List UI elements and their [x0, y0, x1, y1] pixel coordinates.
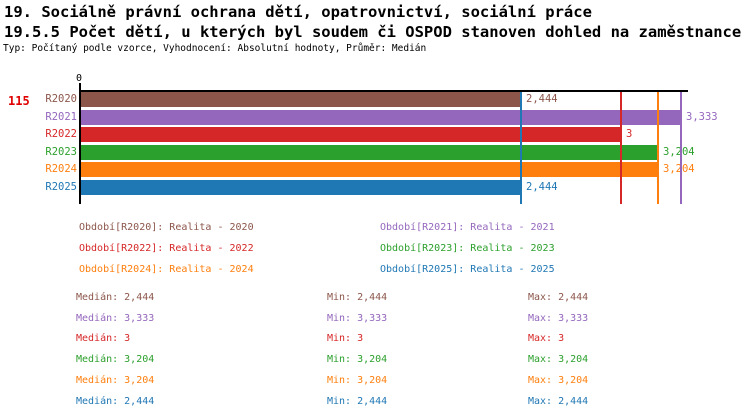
- category-label-R2025: R2025: [45, 181, 77, 193]
- legend-item: Období[R2023]: Realita - 2023: [380, 243, 555, 254]
- page-title-line2: 19.5.5 Počet dětí, u kterých byl soudem …: [4, 23, 742, 41]
- x-axis-zero-tick-label: 0: [76, 73, 83, 84]
- legend-item: Období[R2022]: Realita - 2022: [79, 243, 254, 254]
- max-stat-cell: Max: 2,444: [528, 396, 589, 407]
- y-axis-line: [79, 83, 81, 204]
- min-stat-cell: Min: 3,333: [327, 313, 388, 324]
- category-label-R2024: R2024: [45, 163, 77, 175]
- bar-R2025: [81, 180, 521, 195]
- bar-R2022: [81, 127, 621, 142]
- category-label-R2023: R2023: [45, 146, 77, 158]
- min-stat-cell: Min: 2,444: [327, 292, 388, 303]
- median-stat-cell: Medián: 3: [76, 333, 131, 344]
- category-label-R2022: R2022: [45, 128, 77, 140]
- min-stat-cell: Min: 3,204: [327, 354, 388, 365]
- legend-item: Období[R2025]: Realita - 2025: [380, 264, 555, 275]
- legend-item: Období[R2024]: Realita - 2024: [79, 264, 254, 275]
- value-label-R2021: 3,333: [686, 111, 718, 123]
- max-stat-cell: Max: 3,204: [528, 354, 589, 365]
- median-line-R2024: [657, 92, 659, 204]
- max-stat-cell: Max: 3,333: [528, 313, 589, 324]
- min-stat-cell: Min: 2,444: [327, 396, 388, 407]
- page-title-line1: 19. Sociálně právní ochrana dětí, opatro…: [4, 3, 592, 21]
- median-line-R2025: [520, 92, 522, 204]
- max-stat-cell: Max: 2,444: [528, 292, 589, 303]
- median-line-R2022: [620, 92, 622, 204]
- value-label-R2024: 3,204: [663, 163, 695, 175]
- min-stat-cell: Min: 3,204: [327, 375, 388, 386]
- max-stat-cell: Max: 3: [528, 333, 565, 344]
- max-stat-cell: Max: 3,204: [528, 375, 589, 386]
- median-line-R2021: [680, 92, 682, 204]
- value-label-R2023: 3,204: [663, 146, 695, 158]
- chart-meta-line: Typ: Počítaný podle vzorce, Vyhodnocení:…: [3, 43, 427, 54]
- median-stat-cell: Medián: 2,444: [76, 396, 155, 407]
- value-label-R2020: 2,444: [526, 93, 558, 105]
- bar-R2021: [81, 110, 681, 125]
- median-stat-cell: Medián: 3,333: [76, 313, 155, 324]
- median-stat-cell: Medián: 2,444: [76, 292, 155, 303]
- value-label-R2025: 2,444: [526, 181, 558, 193]
- value-label-R2022: 3: [626, 128, 633, 140]
- category-label-R2021: R2021: [45, 111, 77, 123]
- row-id-marker: 115: [8, 94, 30, 108]
- x-axis-line: [80, 90, 688, 92]
- median-stat-cell: Medián: 3,204: [76, 354, 155, 365]
- median-stat-cell: Medián: 3,204: [76, 375, 155, 386]
- legend-item: Období[R2021]: Realita - 2021: [380, 222, 555, 233]
- bar-R2020: [81, 92, 521, 107]
- bar-R2023: [81, 145, 658, 160]
- min-stat-cell: Min: 3: [327, 333, 364, 344]
- category-label-R2020: R2020: [45, 93, 77, 105]
- legend-item: Období[R2020]: Realita - 2020: [79, 222, 254, 233]
- bar-R2024: [81, 162, 658, 177]
